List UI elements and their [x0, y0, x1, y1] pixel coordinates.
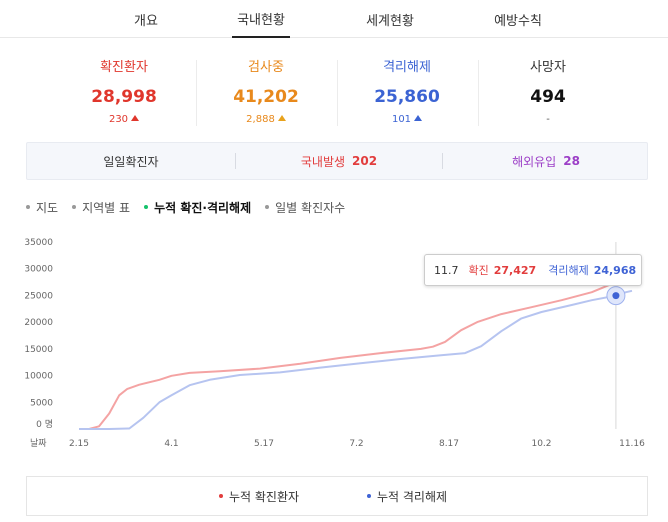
stat-value: 494 [530, 87, 566, 107]
stat-change: 101 [337, 112, 477, 128]
filter-label: 지역별 표 [82, 200, 131, 215]
stat-testing: 검사중 41,202 2,888 [196, 58, 336, 128]
daily-domestic-value: 202 [352, 154, 378, 168]
stat-change: 230 [54, 112, 194, 128]
daily-label: 일일확진자 [103, 154, 159, 169]
tab-domestic[interactable]: 국내현황 [232, 0, 290, 38]
legend-label: 누적 확진환자 [229, 489, 300, 504]
arrow-up-icon [131, 115, 140, 121]
y-unit-label: 0 명 [36, 419, 53, 430]
filter-cumulative[interactable]: 누적 확진·격리해제 [144, 198, 251, 216]
filter-region-table[interactable]: 지역별 표 [72, 198, 130, 216]
x-tick-label: 10.2 [531, 439, 551, 449]
daily-domestic-label: 국내발생 [300, 154, 346, 169]
y-tick-label: 25000 [24, 291, 53, 301]
bullet-icon [265, 205, 270, 209]
stat-change: - [546, 114, 550, 125]
stat-label: 확진환자 [100, 60, 148, 75]
released-series-line [79, 289, 633, 430]
daily-domestic: 국내발생 202 [236, 143, 442, 179]
bullet-icon [72, 205, 77, 209]
y-tick-label: 35000 [24, 238, 53, 248]
filter-label: 지도 [36, 200, 59, 215]
tab-overview[interactable]: 개요 [134, 13, 158, 29]
tab-prevention[interactable]: 예방수칙 [494, 13, 542, 29]
x-axis-label: 날짜 [30, 438, 47, 449]
filter-label: 일별 확진자수 [275, 200, 346, 215]
stat-confirmed: 확진환자 28,998 230 [54, 58, 194, 128]
tab-bar: 개요 국내현황 세계현황 예방수칙 [0, 0, 668, 38]
tooltip-confirmed-label: 확진 [468, 264, 489, 277]
tab-world[interactable]: 세계현황 [366, 13, 414, 29]
divider [337, 60, 338, 126]
filter-map[interactable]: 지도 [26, 198, 58, 216]
legend-dot-icon [367, 494, 371, 498]
y-tick-label: 20000 [24, 318, 53, 328]
tooltip-released-value: 24,968 [593, 263, 637, 277]
stat-change-value: 2,888 [246, 114, 275, 125]
divider [478, 60, 479, 126]
x-tick-label: 2.15 [69, 439, 89, 449]
chart-tooltip: 11.7 확진 27,427 격리해제 24,968 [424, 254, 642, 286]
released-point [612, 292, 620, 300]
bullet-icon [144, 205, 149, 209]
cumulative-chart: 35000 30000 25000 20000 15000 10000 5000 0 명 날짜… [24, 238, 645, 449]
x-tick-label: 4.1 [164, 439, 178, 449]
x-tick-label: 5.17 [254, 439, 274, 449]
divider [235, 153, 236, 169]
tooltip-date: 11.7 [434, 263, 459, 277]
divider [196, 60, 197, 126]
tooltip-released-label: 격리해제 [548, 264, 589, 277]
stat-label: 사망자 [530, 60, 566, 75]
daily-overseas-label: 해외유입 [512, 154, 557, 169]
x-tick-label: 7.2 [349, 439, 363, 449]
x-tick-label: 11.16 [619, 439, 645, 449]
filter-daily[interactable]: 일별 확진자수 [265, 198, 345, 216]
stat-change-value: 230 [108, 114, 129, 125]
chart-legend: 누적 확진환자 누적 격리해제 [26, 476, 648, 516]
stat-released: 격리해제 25,860 101 [337, 58, 477, 128]
x-tick-label: 8.17 [439, 439, 459, 449]
stat-label: 격리해제 [383, 60, 431, 75]
stat-deaths: 사망자 494 - [478, 58, 618, 128]
legend-dot-icon [219, 494, 223, 498]
daily-summary: 일일확진자 국내발생 202 해외유입 28 [26, 142, 648, 180]
bullet-icon [26, 205, 30, 209]
daily-overseas: 해외유입 28 [443, 143, 649, 179]
y-tick-label: 15000 [24, 345, 53, 355]
legend-confirmed[interactable]: 누적 확진환자 [219, 477, 299, 515]
tooltip-confirmed-value: 27,427 [493, 263, 537, 277]
stat-change: 2,888 [196, 112, 336, 128]
confirmed-series-line [79, 273, 633, 430]
legend-label: 누적 격리해제 [377, 489, 448, 504]
y-tick-label: 10000 [24, 372, 53, 382]
arrow-up-icon [414, 115, 423, 121]
arrow-up-icon [277, 115, 286, 121]
stat-label: 검사중 [248, 60, 284, 75]
divider [442, 153, 443, 169]
y-tick-label: 30000 [24, 265, 53, 275]
view-filter: 지도 지역별 표 누적 확진·격리해제 일별 확진자수 [26, 198, 345, 216]
stat-value: 28,998 [91, 87, 157, 107]
legend-released[interactable]: 누적 격리해제 [367, 477, 447, 515]
filter-label: 누적 확진·격리해제 [154, 200, 252, 215]
stat-change-value: 101 [391, 114, 412, 125]
stat-value: 41,202 [233, 87, 299, 107]
stat-value: 25,860 [374, 87, 440, 107]
y-tick-label: 5000 [30, 398, 53, 408]
daily-overseas-value: 28 [563, 154, 580, 168]
